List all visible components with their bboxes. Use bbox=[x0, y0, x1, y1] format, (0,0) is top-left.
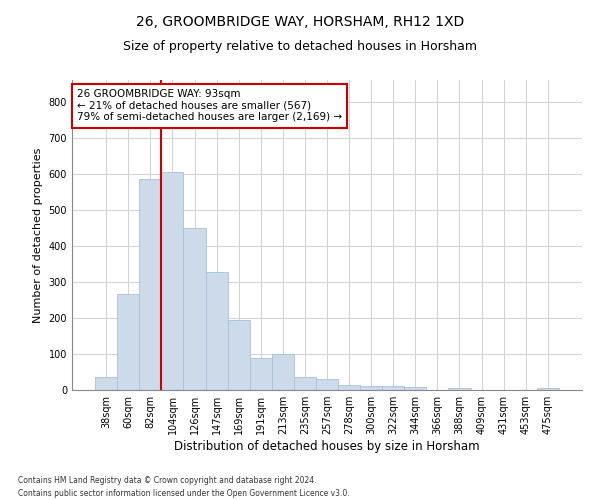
Bar bbox=[360, 386, 382, 390]
X-axis label: Distribution of detached houses by size in Horsham: Distribution of detached houses by size … bbox=[174, 440, 480, 453]
Y-axis label: Number of detached properties: Number of detached properties bbox=[33, 148, 43, 322]
Bar bbox=[117, 294, 139, 390]
Text: Contains HM Land Registry data © Crown copyright and database right 2024.: Contains HM Land Registry data © Crown c… bbox=[18, 476, 317, 485]
Bar bbox=[448, 388, 470, 390]
Bar bbox=[272, 354, 294, 390]
Bar bbox=[227, 320, 250, 390]
Bar bbox=[250, 358, 272, 390]
Text: Contains public sector information licensed under the Open Government Licence v3: Contains public sector information licen… bbox=[18, 488, 350, 498]
Bar bbox=[537, 388, 559, 390]
Bar bbox=[382, 386, 404, 390]
Bar bbox=[139, 179, 161, 390]
Bar bbox=[316, 379, 338, 390]
Text: 26 GROOMBRIDGE WAY: 93sqm
← 21% of detached houses are smaller (567)
79% of semi: 26 GROOMBRIDGE WAY: 93sqm ← 21% of detac… bbox=[77, 90, 342, 122]
Text: 26, GROOMBRIDGE WAY, HORSHAM, RH12 1XD: 26, GROOMBRIDGE WAY, HORSHAM, RH12 1XD bbox=[136, 15, 464, 29]
Bar bbox=[404, 388, 427, 390]
Bar bbox=[294, 378, 316, 390]
Bar bbox=[338, 384, 360, 390]
Bar bbox=[184, 228, 206, 390]
Bar bbox=[95, 378, 117, 390]
Bar bbox=[206, 272, 227, 390]
Bar bbox=[161, 172, 184, 390]
Text: Size of property relative to detached houses in Horsham: Size of property relative to detached ho… bbox=[123, 40, 477, 53]
